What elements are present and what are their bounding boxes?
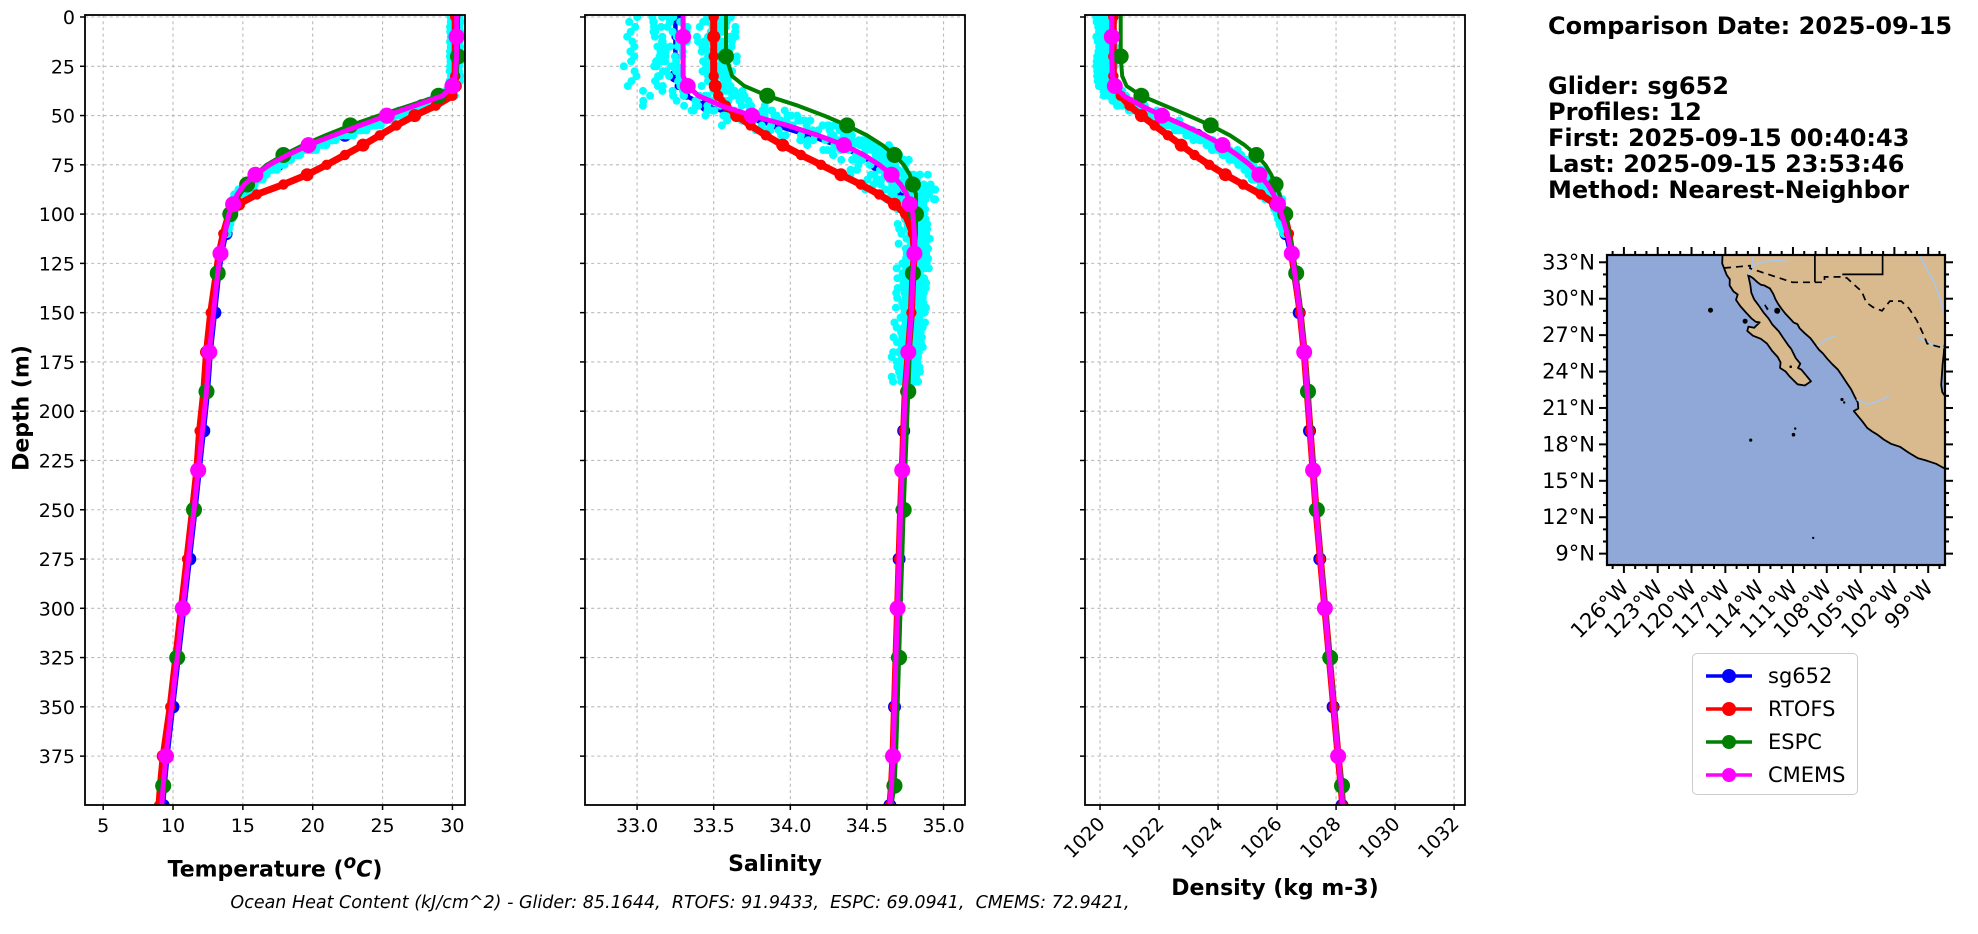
svg-text:15°N: 15°N: [1542, 469, 1595, 493]
profiles-line: Profiles: 12: [1548, 98, 1702, 126]
svg-text:15: 15: [231, 815, 255, 837]
svg-text:225: 225: [39, 450, 75, 472]
profile-panels: 0 25 50 75 100 125 150 175 200 225 250 275 300 325 350…: [39, 7, 1466, 863]
svg-text:21°N: 21°N: [1542, 396, 1595, 420]
legend-label: RTOFS: [1768, 696, 1836, 721]
svg-text:1032: 1032: [1414, 813, 1464, 863]
svg-text:30°N: 30°N: [1542, 287, 1595, 311]
svg-text:20: 20: [301, 815, 325, 837]
xlabel-salinity: Salinity: [728, 852, 822, 877]
xlabel-temperature-suffix: ): [372, 857, 383, 883]
legend-label: sg652: [1768, 663, 1833, 688]
axis-tick-labels: 1020 1022 1024 1026 1028 1030 1032: [1060, 813, 1464, 863]
xlabel-temperature-sup: o: [343, 852, 357, 873]
panel-temperature: 0 25 50 75 100 125 150 175 200 225 250 275 300 325 350…: [39, 7, 466, 837]
svg-text:27°N: 27°N: [1542, 323, 1595, 347]
svg-text:33.0: 33.0: [616, 815, 658, 837]
svg-text:150: 150: [39, 303, 75, 325]
svg-text:34.0: 34.0: [769, 815, 811, 837]
svg-text:50: 50: [51, 106, 75, 128]
panel-salinity: 33.0 33.5 34.0 34.5 35.0: [580, 14, 966, 837]
profile-line-cmems: [1103, 15, 1347, 805]
grid: [1085, 15, 1465, 805]
legend-line-marker-icon: [1706, 767, 1752, 782]
svg-text:325: 325: [39, 648, 75, 670]
svg-text:175: 175: [39, 352, 75, 374]
svg-text:250: 250: [39, 500, 75, 522]
legend-entry-sg652: sg652: [1693, 659, 1857, 692]
map-state-borders: [1814, 255, 1884, 283]
last-line: Last: 2025-09-15 23:53:46: [1548, 150, 1905, 178]
svg-text:75: 75: [51, 155, 75, 177]
svg-text:1020: 1020: [1060, 813, 1110, 863]
first-line: First: 2025-09-15 00:40:43: [1548, 124, 1910, 152]
legend-line-marker-icon: [1706, 734, 1752, 749]
svg-text:125: 125: [39, 253, 75, 275]
svg-text:10: 10: [161, 815, 185, 837]
svg-text:25: 25: [370, 815, 394, 837]
legend-entry-rtofs: RTOFS: [1693, 692, 1857, 725]
legend-line-marker-icon: [1706, 668, 1752, 683]
svg-text:1024: 1024: [1178, 813, 1228, 863]
profile-line-cmems: [675, 15, 923, 805]
map-land-mexico-baja: [1721, 255, 1945, 470]
axis-ticks: [1080, 16, 1455, 810]
legend-line-marker-icon: [1706, 701, 1752, 716]
ylabel-depth: Depth (m): [9, 345, 35, 471]
location-map: 33°N30°N27°N24°N21°N18°N15°N12°N9°N126°W…: [1542, 247, 1953, 643]
panel-density: 1020 1022 1024 1026 1028 1030 1032: [1060, 14, 1466, 863]
map-frame: [1605, 253, 1947, 567]
svg-text:12°N: 12°N: [1542, 505, 1595, 529]
svg-text:18°N: 18°N: [1542, 432, 1595, 456]
map-ticks: [1599, 247, 1953, 573]
svg-text:300: 300: [39, 598, 75, 620]
svg-text:1026: 1026: [1237, 813, 1287, 863]
method-line: Method: Nearest-Neighbor: [1548, 176, 1910, 204]
axis-ticks: [80, 16, 454, 810]
svg-text:5: 5: [97, 815, 109, 837]
svg-text:30: 30: [440, 815, 464, 837]
svg-text:33.5: 33.5: [693, 815, 735, 837]
axis-ticks: [580, 16, 945, 810]
svg-text:35.0: 35.0: [922, 815, 964, 837]
legend-entry-espc: ESPC: [1693, 725, 1857, 758]
svg-text:1028: 1028: [1296, 813, 1346, 863]
svg-text:275: 275: [39, 549, 75, 571]
svg-text:25: 25: [51, 56, 75, 78]
xlabel-density: Density (kg m-3): [1171, 876, 1379, 901]
svg-text:34.5: 34.5: [846, 815, 888, 837]
svg-text:350: 350: [39, 697, 75, 719]
svg-text:0: 0: [63, 7, 75, 29]
xlabel-temperature-prefix: Temperature (: [167, 857, 344, 883]
comparison-date-line: Comparison Date: 2025-09-15: [1548, 12, 1953, 40]
map-us-mexico-border: [1723, 264, 1945, 349]
xlabel-temperature: Temperature (oC): [105, 852, 445, 882]
svg-text:375: 375: [39, 746, 75, 768]
svg-text:1022: 1022: [1119, 813, 1169, 863]
svg-text:100: 100: [39, 204, 75, 226]
profile-line-cmems: [158, 15, 465, 805]
svg-text:200: 200: [39, 401, 75, 423]
glider-line: Glider: sg652: [1548, 72, 1729, 100]
legend-label: ESPC: [1768, 729, 1822, 754]
map-rivers: [1747, 255, 1945, 406]
axis-tick-labels: 33.0 33.5 34.0 34.5 35.0: [616, 815, 965, 837]
xlabel-temperature-unit: C: [356, 857, 373, 883]
svg-text:9°N: 9°N: [1555, 542, 1595, 566]
legend-entry-cmems: CMEMS: [1693, 758, 1857, 791]
ocean-heat-content-line: Ocean Heat Content (kJ/cm^2) - Glider: 8…: [230, 893, 1130, 913]
svg-text:1030: 1030: [1355, 813, 1405, 863]
svg-text:33°N: 33°N: [1542, 250, 1595, 274]
legend: sg652 RTOFS ESPC CMEMS: [1692, 653, 1858, 795]
legend-label: CMEMS: [1768, 762, 1846, 787]
map-islands: [1708, 304, 1846, 540]
svg-text:24°N: 24°N: [1542, 360, 1595, 384]
axis-tick-labels: 0 25 50 75 100 125 150 175 200 225 250 275 300 325 350…: [39, 7, 465, 837]
